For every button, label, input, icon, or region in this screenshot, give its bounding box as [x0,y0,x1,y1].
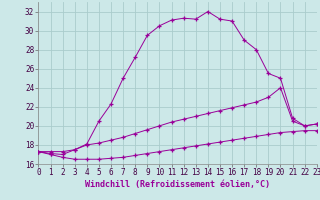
X-axis label: Windchill (Refroidissement éolien,°C): Windchill (Refroidissement éolien,°C) [85,180,270,189]
